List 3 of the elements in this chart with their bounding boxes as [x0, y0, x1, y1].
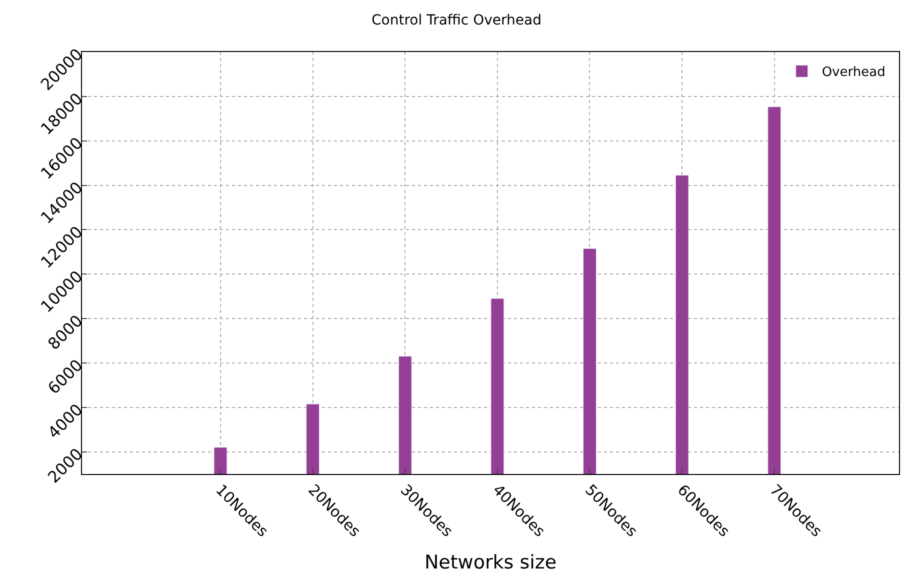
- chart-title: Control Traffic Overhead: [372, 12, 542, 28]
- x-axis-title: Networks size: [424, 551, 557, 574]
- legend-label: Overhead: [822, 65, 886, 80]
